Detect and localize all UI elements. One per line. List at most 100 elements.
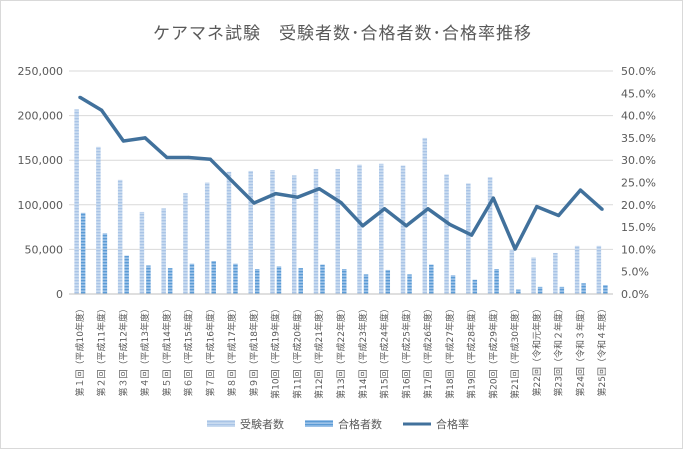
bar-passers xyxy=(472,279,478,294)
bar-passers xyxy=(102,233,108,294)
bar-passers xyxy=(189,263,195,294)
y-tick-label: 150,000 xyxy=(18,154,64,167)
y2-tick-label: 25.0% xyxy=(621,177,656,190)
bar-passers xyxy=(342,269,347,294)
pass-rate-line xyxy=(79,95,604,251)
x-tick-label: 第20回（平成29年度） xyxy=(487,304,499,399)
y2-tick-label: 40.0% xyxy=(621,110,656,123)
y-tick-label: 50,000 xyxy=(25,243,64,256)
x-tick-label: 第５回（平成14年度） xyxy=(161,304,173,396)
pass-rate-point xyxy=(143,136,147,140)
x-tick-label: 第15回（平成24年度） xyxy=(379,304,391,399)
bar-examinees xyxy=(531,257,536,294)
bar-passers xyxy=(298,268,303,294)
pass-rate-point xyxy=(230,179,234,183)
bar-passers xyxy=(146,265,151,294)
bar-passers xyxy=(233,263,238,294)
bar-examinees xyxy=(139,211,145,294)
bar-passers xyxy=(385,269,391,294)
pass-rate-point xyxy=(252,201,256,205)
pass-rate-point xyxy=(448,222,452,227)
bar-examinees xyxy=(226,171,232,294)
bar-passers xyxy=(559,286,565,294)
y2-tick-label: 50.0% xyxy=(621,65,656,78)
bar-examinees xyxy=(379,163,384,294)
bar-examinees xyxy=(553,252,558,294)
x-tick-label: 第16回（平成25年度） xyxy=(400,304,412,399)
bar-passers xyxy=(603,285,608,294)
x-tick-label: 第10回（平成19年度） xyxy=(270,304,282,399)
legend-label: 受験者数 xyxy=(240,417,284,431)
bar-examinees xyxy=(466,183,471,294)
legend-label: 合格者数 xyxy=(338,417,382,431)
bar-examinees xyxy=(444,174,449,294)
pass-rate-point xyxy=(165,155,169,160)
pass-rate-point xyxy=(187,155,191,160)
y2-tick-label: 5.0% xyxy=(621,266,649,279)
y-tick-label: 200,000 xyxy=(18,110,64,123)
pass-rate-point xyxy=(100,108,104,112)
bar-examinees xyxy=(291,175,297,294)
pass-rate-point xyxy=(295,195,300,199)
x-tick-label: 第６回（平成15年度） xyxy=(183,304,195,396)
pass-rate-point xyxy=(121,139,125,143)
x-tick-label: 第７回（平成16年度） xyxy=(204,304,216,396)
pass-rate-point xyxy=(426,207,430,211)
bar-passers xyxy=(211,260,216,294)
legend-swatch xyxy=(305,420,333,427)
y-tick-label: 0 xyxy=(56,288,63,301)
bar-examinees xyxy=(487,177,493,294)
pass-rate-point xyxy=(469,233,474,237)
bar-examinees xyxy=(400,165,406,294)
legend-label: 合格率 xyxy=(436,417,469,431)
pass-rate-point xyxy=(600,207,604,211)
bar-examinees xyxy=(248,170,253,294)
y-tick-label: 250,000 xyxy=(18,65,64,78)
pass-rate-point xyxy=(535,204,539,209)
pass-rate-point xyxy=(339,200,343,205)
y2-tick-label: 45.0% xyxy=(621,87,656,100)
pass-rate-point xyxy=(382,207,387,211)
bar-passers xyxy=(167,268,173,294)
x-tick-label: 第８回（平成17年度） xyxy=(226,304,238,396)
bar-passers xyxy=(537,286,543,294)
pass-rate-point xyxy=(274,192,278,196)
y2-tick-label: 15.0% xyxy=(621,221,656,234)
bar-examinees xyxy=(313,169,319,294)
bar-examinees xyxy=(117,179,123,294)
y-tick-label: 100,000 xyxy=(18,199,64,212)
x-tick-label: 第１回（平成10年度） xyxy=(74,304,86,396)
bar-examinees xyxy=(596,245,602,294)
y2-tick-label: 0.0% xyxy=(621,288,649,301)
x-tick-label: 第17回（平成26年度） xyxy=(422,304,434,399)
bar-examinees xyxy=(204,182,210,294)
bar-examinees xyxy=(357,164,362,294)
bar-passers xyxy=(363,274,369,294)
bar-passers xyxy=(124,255,129,294)
y2-tick-label: 35.0% xyxy=(621,132,656,145)
y2-tick-label: 30.0% xyxy=(621,154,656,167)
y2-tick-label: 10.0% xyxy=(621,243,656,256)
x-tick-label: 第13回（平成22年度） xyxy=(335,304,347,399)
pass-rate-point xyxy=(557,213,561,218)
bar-passers xyxy=(320,264,325,294)
pass-rate-point xyxy=(208,157,213,161)
pass-rate-point xyxy=(513,247,517,251)
bar-passers xyxy=(581,283,586,294)
pass-rate-point xyxy=(317,187,321,191)
x-tick-label: 第18回（平成27年度） xyxy=(444,304,456,399)
x-tick-label: 第22回（令和元年度） xyxy=(531,304,543,396)
bar-examinees xyxy=(161,208,166,294)
pass-rate-point xyxy=(578,188,582,192)
bar-passers xyxy=(254,269,260,294)
pass-rate-point xyxy=(78,95,82,99)
legend: 受験者数 合格者数 合格率 xyxy=(207,417,469,431)
pass-rate-point xyxy=(361,224,365,228)
x-tick-label: 第14回（平成23年度） xyxy=(357,304,369,399)
bar-examinees xyxy=(183,193,188,294)
bar-examinees xyxy=(509,250,515,294)
bar-examinees xyxy=(74,109,79,294)
x-tick-label: 第23回（令和２年度） xyxy=(553,304,565,396)
pass-rate-point xyxy=(404,224,408,228)
